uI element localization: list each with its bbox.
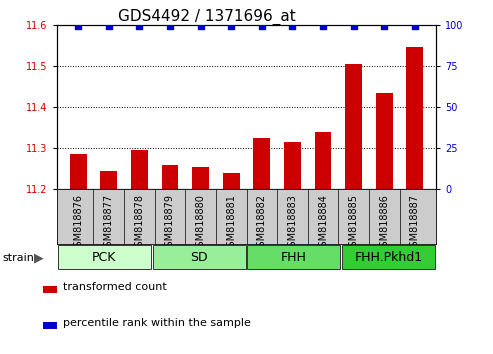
- Text: GSM818884: GSM818884: [318, 194, 328, 253]
- Text: GSM818877: GSM818877: [104, 194, 114, 253]
- Bar: [223, 173, 240, 189]
- Point: [411, 24, 419, 29]
- Bar: [162, 165, 178, 189]
- Text: GSM818883: GSM818883: [287, 194, 297, 253]
- Bar: [376, 93, 393, 189]
- Text: FHH.Pkhd1: FHH.Pkhd1: [355, 251, 423, 263]
- Text: ▶: ▶: [34, 251, 43, 264]
- Text: GSM818882: GSM818882: [257, 194, 267, 253]
- Text: GSM818885: GSM818885: [349, 194, 358, 253]
- Bar: [315, 132, 331, 189]
- Text: GSM818879: GSM818879: [165, 194, 175, 253]
- Point: [105, 24, 113, 29]
- Text: GDS4492 / 1371696_at: GDS4492 / 1371696_at: [118, 9, 296, 25]
- Bar: [192, 167, 209, 189]
- Text: GSM818886: GSM818886: [379, 194, 389, 253]
- Bar: [345, 64, 362, 189]
- Bar: [70, 154, 87, 189]
- Bar: [100, 171, 117, 189]
- Text: FHH: FHH: [281, 251, 307, 263]
- Bar: [406, 47, 423, 189]
- Point: [74, 24, 82, 29]
- Point: [197, 24, 205, 29]
- Text: strain: strain: [2, 252, 35, 263]
- FancyBboxPatch shape: [152, 245, 246, 269]
- Text: percentile rank within the sample: percentile rank within the sample: [63, 318, 251, 328]
- Point: [258, 24, 266, 29]
- Bar: [131, 150, 148, 189]
- FancyBboxPatch shape: [58, 245, 151, 269]
- Text: GSM818878: GSM818878: [135, 194, 144, 253]
- Text: GSM818876: GSM818876: [73, 194, 83, 253]
- FancyBboxPatch shape: [247, 245, 341, 269]
- Text: GSM818880: GSM818880: [196, 194, 206, 253]
- Bar: [253, 138, 270, 189]
- Bar: [43, 286, 57, 293]
- Bar: [284, 142, 301, 189]
- Point: [166, 24, 174, 29]
- Text: SD: SD: [190, 251, 208, 263]
- Text: transformed count: transformed count: [63, 282, 167, 292]
- Point: [288, 24, 296, 29]
- Bar: [43, 322, 57, 329]
- Text: PCK: PCK: [92, 251, 116, 263]
- Text: GSM818887: GSM818887: [410, 194, 420, 253]
- Point: [350, 24, 357, 29]
- Point: [136, 24, 143, 29]
- FancyBboxPatch shape: [342, 245, 435, 269]
- Point: [380, 24, 388, 29]
- Text: GSM818881: GSM818881: [226, 194, 236, 253]
- Point: [227, 24, 235, 29]
- Point: [319, 24, 327, 29]
